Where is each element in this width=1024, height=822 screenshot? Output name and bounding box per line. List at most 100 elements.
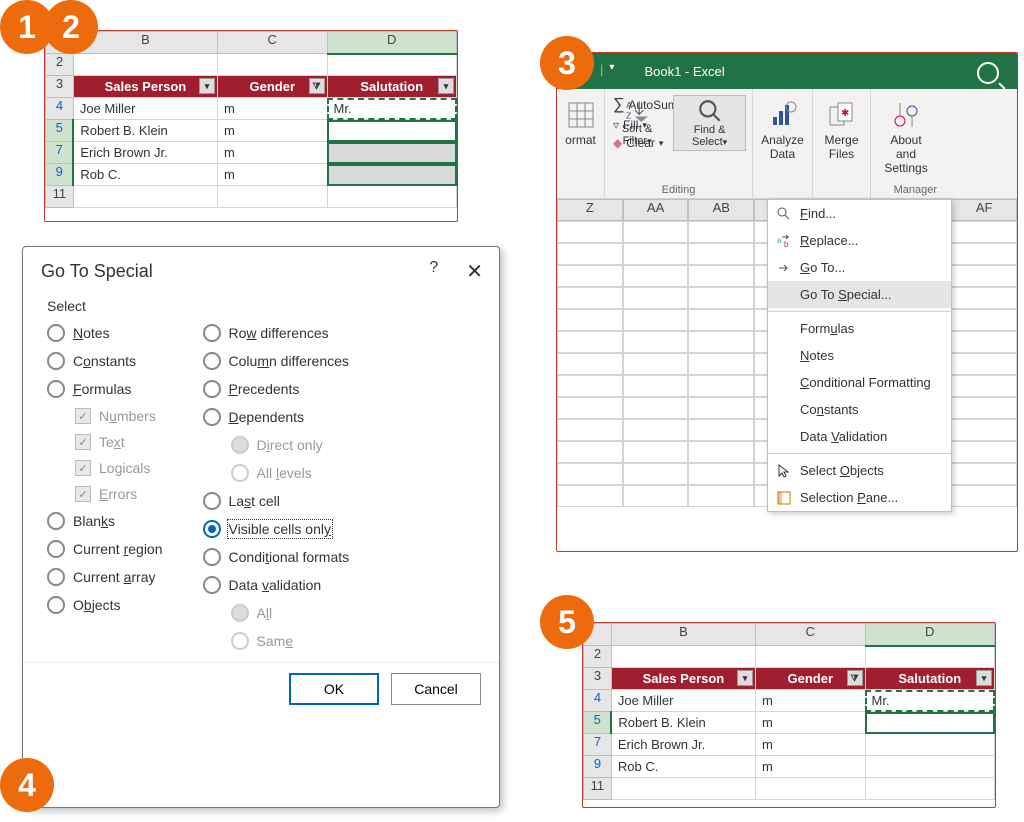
menu-replace[interactable]: ab Replace...: [768, 227, 951, 254]
row-num[interactable]: 11: [584, 778, 612, 800]
cell-salutation-active[interactable]: [327, 120, 457, 142]
cell[interactable]: [611, 778, 755, 800]
row-num[interactable]: 5: [46, 120, 74, 142]
row-num[interactable]: 3: [46, 76, 74, 98]
row-num[interactable]: 9: [584, 756, 612, 778]
radio-last-cell[interactable]: Last cell: [203, 492, 350, 510]
menu-goto-special[interactable]: Go To Special...: [768, 281, 951, 308]
cell-gender[interactable]: m: [218, 164, 328, 186]
col-head-c[interactable]: C: [218, 32, 328, 54]
filter-active-icon[interactable]: ⧩: [847, 670, 863, 686]
qa-dropdown-icon[interactable]: ▾: [609, 62, 614, 80]
radio-dependents[interactable]: Dependents: [203, 408, 350, 426]
cell[interactable]: [756, 778, 866, 800]
col-head[interactable]: AA: [623, 199, 689, 221]
format-button[interactable]: ormat: [559, 95, 603, 151]
th-gender[interactable]: Gender⧩: [756, 668, 866, 690]
merge-files-button[interactable]: ✱ Merge Files: [819, 95, 865, 165]
radio-formulas[interactable]: Formulas: [47, 380, 163, 398]
cell-salutation-active[interactable]: [865, 712, 995, 734]
cell-salutation[interactable]: [865, 734, 995, 756]
menu-constants[interactable]: Constants: [768, 396, 951, 423]
cell-salutation-selected[interactable]: [327, 142, 457, 164]
cell[interactable]: [865, 778, 995, 800]
col-head-c[interactable]: C: [756, 624, 866, 646]
cell[interactable]: [73, 186, 217, 208]
filter-icon[interactable]: ▾: [438, 78, 454, 94]
th-sales-person[interactable]: Sales Person▾: [73, 76, 217, 98]
radio-objects[interactable]: Objects: [47, 596, 163, 614]
menu-data-validation[interactable]: Data Validation: [768, 423, 951, 450]
about-settings-button[interactable]: About and Settings: [878, 95, 933, 179]
cell-name[interactable]: Robert B. Klein: [73, 120, 217, 142]
cell-salutation[interactable]: Mr.: [865, 690, 995, 712]
cell-name[interactable]: Rob C.: [611, 756, 755, 778]
menu-select-objects[interactable]: Select Objects: [768, 457, 951, 484]
cell-name[interactable]: Joe Miller: [611, 690, 755, 712]
row-num[interactable]: 5: [584, 712, 612, 734]
th-sales-person[interactable]: Sales Person▾: [611, 668, 755, 690]
cell-gender[interactable]: m: [218, 120, 328, 142]
radio-constants[interactable]: Constants: [47, 352, 163, 370]
col-head[interactable]: Z: [557, 199, 623, 221]
cell-name[interactable]: Robert B. Klein: [611, 712, 755, 734]
col-head-d[interactable]: D: [865, 624, 995, 646]
help-button[interactable]: ?: [429, 259, 438, 284]
close-button[interactable]: ✕: [466, 259, 483, 284]
cell[interactable]: [756, 646, 866, 668]
filter-icon[interactable]: ▾: [199, 78, 215, 94]
cell-gender[interactable]: m: [756, 690, 866, 712]
radio-current-region[interactable]: Current region: [47, 540, 163, 558]
col-head-b[interactable]: B: [611, 624, 755, 646]
col-head[interactable]: AF: [951, 199, 1017, 221]
row-num[interactable]: 11: [46, 186, 74, 208]
filter-icon[interactable]: ▾: [737, 670, 753, 686]
radio-conditional-formats[interactable]: Conditional formats: [203, 548, 350, 566]
cell-gender[interactable]: m: [218, 142, 328, 164]
row-num[interactable]: 7: [584, 734, 612, 756]
cell-gender[interactable]: m: [756, 712, 866, 734]
find-select-button[interactable]: Find & Select▾: [673, 95, 746, 151]
menu-formulas[interactable]: Formulas: [768, 315, 951, 342]
th-salutation[interactable]: Salutation▾: [327, 76, 457, 98]
row-num[interactable]: 7: [46, 142, 74, 164]
radio-data-validation[interactable]: Data validation: [203, 576, 350, 594]
cell[interactable]: [73, 54, 217, 76]
cell-gender[interactable]: m: [756, 756, 866, 778]
search-icon[interactable]: [977, 62, 999, 84]
cell-name[interactable]: Erich Brown Jr.: [73, 142, 217, 164]
radio-blanks[interactable]: Blanks: [47, 512, 163, 530]
col-head[interactable]: AB: [688, 199, 754, 221]
cell[interactable]: [865, 646, 995, 668]
menu-selection-pane[interactable]: Selection Pane...: [768, 484, 951, 511]
row-num[interactable]: 4: [584, 690, 612, 712]
radio-row-diff[interactable]: Row differences: [203, 324, 350, 342]
row-num[interactable]: 9: [46, 164, 74, 186]
row-num[interactable]: 2: [584, 646, 612, 668]
filter-icon[interactable]: ▾: [976, 670, 992, 686]
menu-find[interactable]: FFind...ind...: [768, 200, 951, 227]
cell[interactable]: [327, 186, 457, 208]
cancel-button[interactable]: Cancel: [391, 673, 481, 705]
row-num[interactable]: 2: [46, 54, 74, 76]
th-salutation[interactable]: Salutation▾: [865, 668, 995, 690]
menu-conditional-formatting[interactable]: Conditional Formatting: [768, 369, 951, 396]
cell-name[interactable]: Erich Brown Jr.: [611, 734, 755, 756]
cell[interactable]: [327, 54, 457, 76]
cell[interactable]: [218, 186, 328, 208]
cell-name[interactable]: Rob C.: [73, 164, 217, 186]
menu-notes[interactable]: Notes: [768, 342, 951, 369]
row-num[interactable]: 4: [46, 98, 74, 120]
radio-current-array[interactable]: Current array: [47, 568, 163, 586]
filter-active-icon[interactable]: ⧩: [309, 78, 325, 94]
row-num[interactable]: 3: [584, 668, 612, 690]
analyze-data-button[interactable]: Analyze Data: [755, 95, 810, 165]
cell[interactable]: [218, 54, 328, 76]
col-head-d[interactable]: D: [327, 32, 457, 54]
radio-precedents[interactable]: Precedents: [203, 380, 350, 398]
sort-filter-button[interactable]: AZ Sort & Filter▾: [605, 95, 669, 151]
cell-gender[interactable]: m: [218, 98, 328, 120]
cell-gender[interactable]: m: [756, 734, 866, 756]
radio-visible-cells[interactable]: Visible cells only: [203, 520, 350, 538]
cell-name[interactable]: Joe Miller: [73, 98, 217, 120]
